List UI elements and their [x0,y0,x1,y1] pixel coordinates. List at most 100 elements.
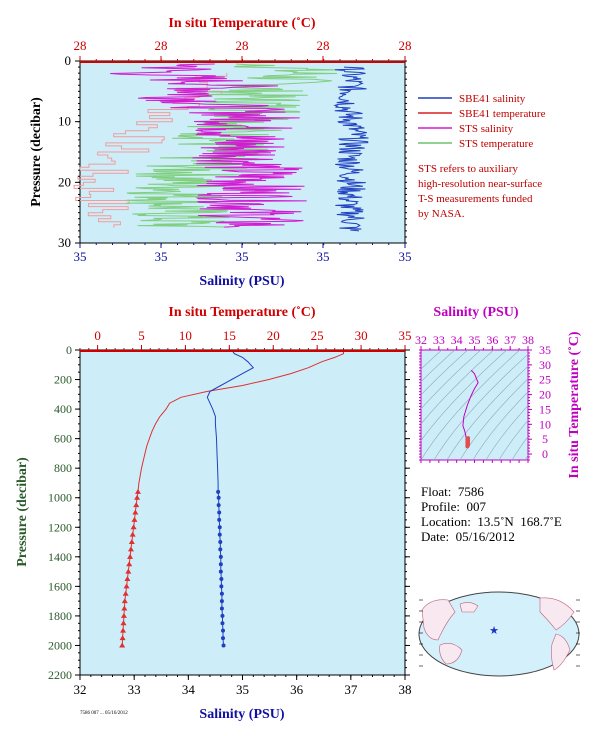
temperature-marker [126,561,133,567]
density-contour [421,350,443,370]
main-pressure-tick-label: 200 [54,373,72,387]
top-sal-axis-title: Salinity (PSU) [199,274,285,289]
density-contour [421,350,495,425]
ts-sal-axis-title: Salinity (PSU) [433,305,519,320]
sts-note-line: high-resolution near-surface [418,178,542,190]
main-plot-area [79,349,406,676]
salinity-marker [218,554,223,559]
salinity-marker [221,628,225,633]
sts-note-line: by NASA. [418,208,465,220]
salinity-marker [218,562,223,567]
density-contour [421,350,469,396]
salinity-marker [218,547,223,552]
temperature-marker [125,568,132,574]
density-contour [421,350,456,383]
temperature-marker [128,539,135,545]
sts-note-line: T-S measurements funded [418,193,533,205]
main-sal-tick-label: 38 [399,682,412,697]
temperature-marker [123,583,130,589]
density-contour [433,353,528,460]
float-location-star: ★ [489,624,499,637]
top-sal-tick-label: 35 [317,249,330,264]
main-temp-tick-label: 25 [311,328,324,343]
density-contour [498,419,528,460]
main-sal-tick-label: 32 [74,682,87,697]
ts-sal-tick-label: 37 [504,333,516,347]
main-pressure-tick-label: 400 [54,402,72,416]
ts-deep-marker [466,436,471,441]
density-contour [421,350,482,410]
main-pressure-tick-label: 1400 [48,550,72,564]
temperature-marker [132,509,139,515]
top-pressure-tick-label: 20 [58,174,71,189]
temperature-marker [121,598,128,604]
top-temp-tick-label: 28 [74,38,87,53]
salinity-marker [218,540,223,545]
salinity-profile-line [206,349,255,646]
main-pressure-tick-label: 1600 [48,579,72,593]
temperature-marker [130,524,137,530]
ts-temp-tick-label: 15 [539,402,551,416]
ts-sal-tick-label: 33 [433,333,445,347]
salinity-marker [219,584,224,589]
main-temp-tick-label: 30 [355,328,368,343]
map-land-north-america [539,597,575,631]
main-pressure-tick-label: 800 [54,461,72,475]
world-map: ★ [418,591,580,677]
main-sal-axis-title: Salinity (PSU) [199,707,285,722]
density-contour [421,350,508,442]
salinity-marker [217,510,222,515]
salinity-marker [219,599,224,604]
salinity-marker [220,613,225,618]
main-sal-tick-label: 34 [182,682,196,697]
top-temp-tick-label: 28 [317,38,330,53]
ts-temp-tick-label: 25 [539,373,551,387]
density-contour [472,391,528,460]
legend-label: STS temperature [459,138,533,150]
temperature-marker [121,605,128,611]
main-pressure-tick-label: 1800 [48,609,72,623]
ts-plot-area [420,349,529,461]
salinity-marker [220,621,225,626]
salinity-marker [219,576,224,581]
ts-temp-tick-label: 0 [542,447,548,461]
main-temp-axis-title: In situ Temperature (˚C) [168,305,315,320]
salinity-marker [218,569,223,574]
salinity-marker [216,489,221,494]
ts-temp-tick-label: 10 [539,417,551,431]
temperature-marker [129,531,136,537]
ts-temp-axis-title: In situ Temperature (˚C) [567,331,582,478]
temperature-marker [120,612,127,618]
location-text: Location: 13.5˚N 168.7˚E [421,514,562,529]
salinity-marker [221,636,225,641]
top-pressure-axis-title: Pressure (decibar) [29,97,44,207]
salinity-marker [221,643,226,648]
sts-salinity-line [110,63,307,228]
float-number: Float: 7586 [421,484,484,499]
main-pressure-tick-label: 0 [66,343,72,357]
salinity-marker [216,495,221,500]
top-pressure-tick-label: 0 [65,53,72,68]
sbe41-salinity-line [333,66,369,232]
main-temp-tick-label: 10 [179,328,192,343]
temperature-marker [133,502,140,508]
salinity-marker [217,525,222,530]
date-text: Date: 05/16/2012 [421,529,515,544]
top-sal-tick-label: 35 [236,249,249,264]
density-contour [485,405,528,460]
legend-label: SBE41 salinity [459,93,526,105]
temperature-marker [131,516,138,522]
ts-temp-tick-label: 35 [539,343,551,357]
ts-temp-tick-label: 30 [539,358,551,372]
profile-number: Profile: 007 [421,499,486,514]
top-sal-tick-label: 35 [399,249,412,264]
main-temp-tick-label: 35 [399,328,412,343]
legend-label: STS salinity [459,123,514,135]
main-temp-tick-label: 20 [267,328,280,343]
temperature-marker [134,494,141,500]
top-temp-axis-title: In situ Temperature (˚C) [168,16,315,31]
top-temp-tick-label: 28 [155,38,168,53]
footnote-text: 7586 007 ... 05/16/2012 [80,711,128,716]
density-contour [511,436,528,460]
ts-temp-tick-label: 20 [539,388,551,402]
